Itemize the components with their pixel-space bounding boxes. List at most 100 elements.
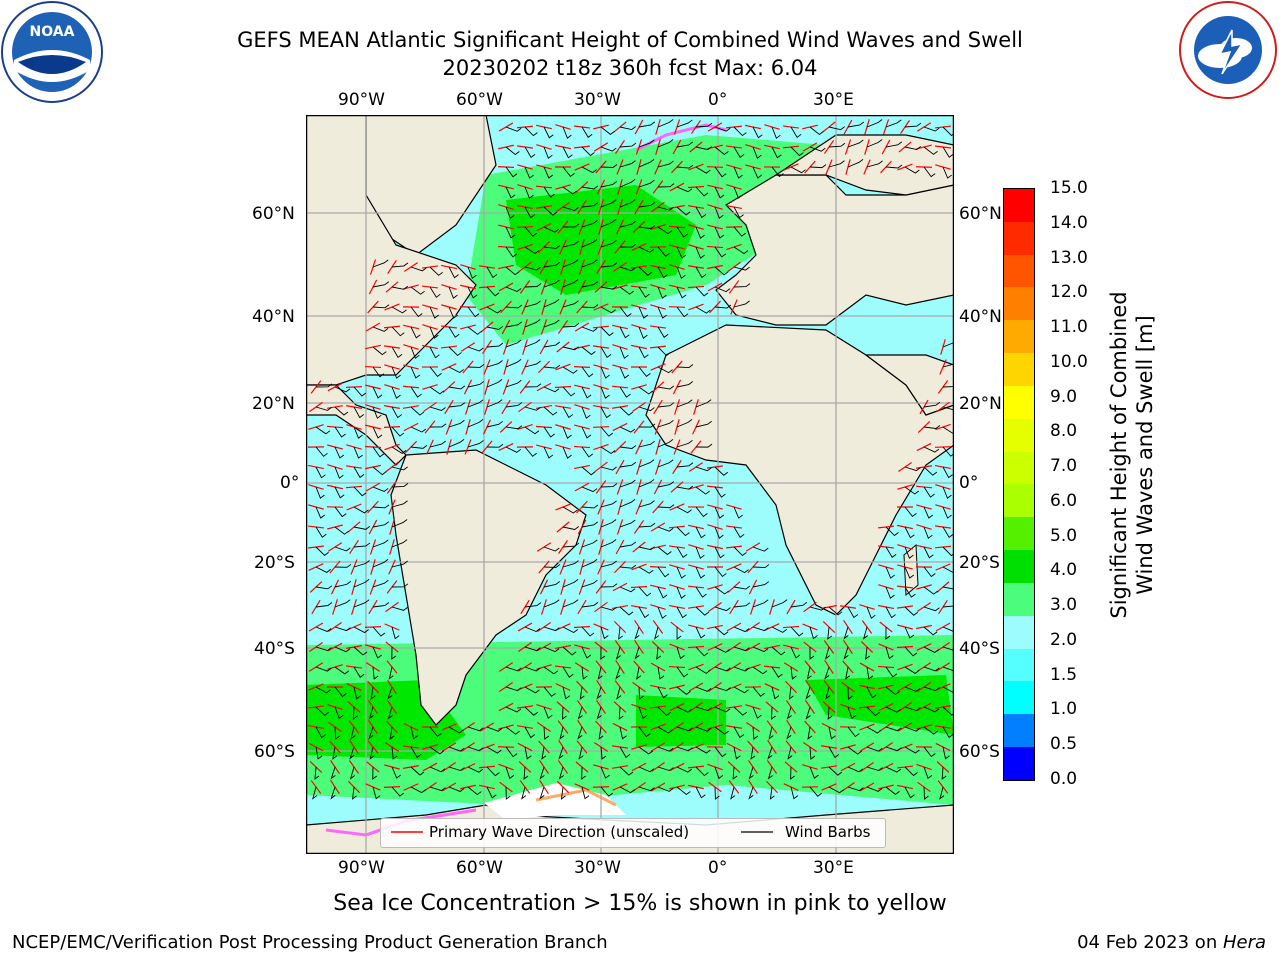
wind-barb [448, 786, 465, 792]
wind-barb [353, 446, 363, 459]
lat-label-right: 60°S [959, 742, 1000, 762]
wind-barb [619, 461, 637, 468]
wind-barb [657, 139, 674, 148]
wind-barb [334, 486, 345, 499]
wind-barb [562, 686, 571, 700]
south-atlantic-high [636, 695, 726, 747]
wind-barb [733, 186, 743, 199]
wind-barb [714, 546, 725, 559]
wind-barb [581, 602, 599, 608]
wind-barb [505, 286, 522, 293]
wave-direction-legend-icon [391, 831, 423, 833]
wave-arrow [517, 622, 533, 632]
lon-label-bottom: 60°W [456, 858, 503, 878]
wind-barb [334, 406, 349, 416]
wind-barb [676, 226, 688, 238]
wind-barb [695, 606, 710, 616]
wind-barb [733, 666, 750, 672]
wind-barb [429, 286, 441, 298]
wind-barb [885, 686, 900, 696]
wind-barb [733, 206, 744, 219]
wind-barb [543, 581, 560, 588]
wind-barb [541, 746, 547, 760]
wind-barb [828, 786, 844, 794]
wind-barb [619, 220, 636, 228]
wind-barb [748, 786, 754, 800]
wind-barb [581, 202, 599, 208]
wind-barb [543, 279, 560, 288]
wind-barb [638, 286, 650, 298]
wind-barb [600, 262, 618, 268]
wind-barb [353, 646, 368, 656]
wind-barb [657, 326, 669, 338]
wind-barb [885, 626, 891, 640]
wind-barb [695, 786, 706, 799]
wind-barb [391, 446, 407, 454]
wind-barb [596, 686, 602, 700]
wave-arrow [593, 623, 609, 631]
wind-barb [315, 746, 323, 760]
wind-barb [334, 506, 347, 518]
wind-barb [429, 766, 446, 773]
wind-barb [410, 426, 427, 433]
wind-barb [372, 646, 382, 659]
colorbar-cell [1004, 451, 1034, 485]
colorbar-cell [1004, 648, 1034, 682]
wind-barb [448, 438, 465, 448]
wind-barb [561, 706, 567, 720]
wind-barb [676, 766, 693, 773]
wind-barb [656, 646, 662, 660]
wind-barb [771, 146, 782, 159]
chart-subtitle: 20230202 t18z 360h fcst Max: 6.04 [442, 56, 818, 80]
colorbar-cell [1004, 582, 1034, 616]
wind-barb [695, 226, 705, 239]
wind-barb [372, 602, 390, 608]
wind-barb [448, 766, 465, 772]
wind-barb [600, 500, 617, 508]
colorbar-cell [1004, 484, 1034, 518]
wind-barb [885, 119, 902, 128]
wind-barb [486, 420, 503, 428]
wind-barb [315, 585, 333, 590]
wind-barb [714, 706, 731, 713]
wind-barb [866, 686, 877, 699]
wind-barb [638, 201, 656, 208]
wind-barb [714, 226, 725, 239]
wind-barb [315, 666, 332, 672]
wind-barb [524, 186, 534, 199]
footer-date: 04 Feb 2023 on [1077, 932, 1223, 953]
colorbar-cell [1004, 221, 1034, 255]
colorbar-tick-label: 0.0 [1050, 769, 1078, 789]
wind-barb [904, 506, 917, 518]
wind-barb [638, 179, 655, 188]
wind-barb [543, 446, 554, 459]
wind-barb [391, 386, 401, 399]
wind-barb [634, 626, 640, 640]
wind-barb [865, 646, 871, 660]
wind-barb [429, 326, 439, 339]
wind-barb [695, 443, 713, 448]
wind-barb [505, 266, 520, 276]
wind-barb [748, 766, 754, 780]
wind-barb [391, 583, 409, 588]
wind-barb [315, 383, 333, 388]
wave-direction-legend-label: Primary Wave Direction (unscaled) [429, 823, 690, 841]
colorbar-tick-label: 12.0 [1050, 282, 1088, 303]
wind-barb [885, 141, 903, 148]
wind-barb [562, 506, 578, 514]
map-legend: Primary Wave Direction (unscaled) Wind B… [380, 818, 886, 848]
wind-barb [695, 746, 711, 754]
wind-barb [676, 485, 694, 490]
wind-barb [524, 166, 534, 179]
wind-barb [885, 526, 899, 537]
wind-barb [676, 440, 693, 448]
wind-barb [752, 166, 763, 179]
wind-barb [657, 366, 673, 374]
wind-barb [676, 506, 692, 514]
wind-barb [657, 266, 668, 279]
wind-barb [809, 164, 827, 169]
wind-barb [524, 206, 535, 219]
wind-barb [942, 466, 953, 479]
wind-barb [866, 119, 883, 128]
wind-barb [923, 606, 940, 612]
